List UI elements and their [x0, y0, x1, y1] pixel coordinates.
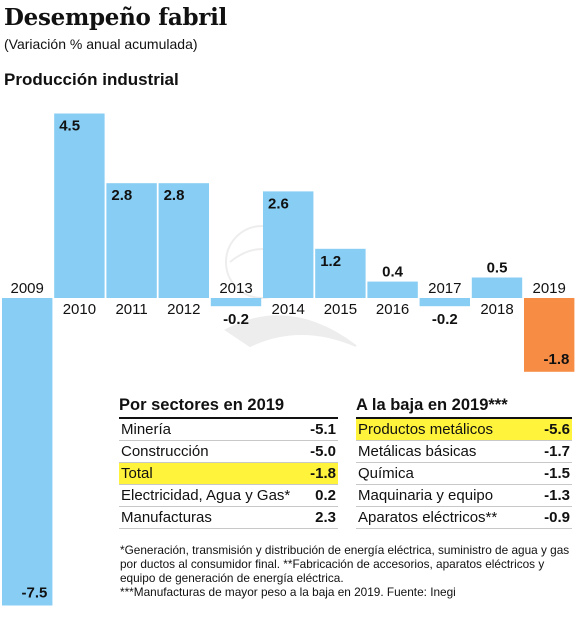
decline-row-value: -1.5: [544, 465, 570, 482]
decline-row-value: -1.3: [544, 487, 570, 504]
decline-row-value: -1.7: [544, 443, 570, 460]
decline-table: A la baja en 2019*** Productos metálicos…: [356, 393, 572, 529]
bar-2009: [2, 298, 53, 606]
sectors-row-label: Electricidad, Agua y Gas*: [121, 487, 291, 504]
decline-row-label: Química: [358, 465, 414, 482]
sectors-row: Total -1.8: [119, 463, 338, 485]
value-label: 0.4: [382, 264, 404, 281]
bar-2019: [524, 298, 575, 372]
sectors-row-value: -5.0: [310, 443, 336, 460]
bar-2017: [419, 298, 470, 307]
bar-2013: [210, 298, 262, 307]
bar-2018: [471, 277, 523, 298]
value-label: -7.5: [22, 585, 48, 602]
bar-2011: [106, 183, 157, 298]
value-label: 4.5: [59, 118, 80, 135]
footnote-source: ***Manufacturas de mayor peso a la baja …: [120, 585, 456, 599]
decline-row-label: Aparatos eléctricos**: [358, 509, 498, 526]
decline-row: Productos metálicos -5.6: [356, 419, 572, 441]
decline-row-label: Maquinaria y equipo: [358, 487, 494, 504]
sectors-row-value: -1.8: [310, 465, 336, 482]
year-label: 2009: [11, 280, 44, 297]
page-subtitle: (Variación % anual acumulada): [4, 36, 198, 52]
bar-2016: [367, 281, 418, 298]
footnote-definitions: *Generación, transmisión y distribución …: [120, 543, 570, 585]
sectors-table-title: Por sectores en 2019: [119, 393, 338, 419]
value-label: -1.8: [544, 351, 570, 368]
decline-row: Aparatos eléctricos** -0.9: [356, 507, 572, 529]
page-title: Desempeño fabril: [4, 4, 227, 31]
year-label: 2011: [115, 301, 147, 318]
chart-title: Producción industrial: [4, 70, 179, 89]
value-label: 2.8: [164, 187, 185, 204]
decline-row-label: Productos metálicos: [358, 421, 494, 438]
year-label: 2015: [324, 301, 357, 318]
decline-row-label: Metálicas básicas: [358, 443, 477, 460]
decline-row-value: -0.9: [544, 509, 570, 526]
sectors-row-value: 2.3: [315, 509, 336, 526]
value-label: -0.2: [223, 311, 249, 328]
sectors-row-label: Manufacturas: [121, 509, 212, 526]
sectors-row: Manufacturas 2.3: [119, 507, 338, 529]
year-label: 2019: [533, 280, 566, 297]
sectors-row: Electricidad, Agua y Gas* 0.2: [119, 485, 338, 507]
value-label: 1.2: [320, 253, 341, 270]
sectors-row-value: -5.1: [310, 421, 336, 438]
sectors-row-label: Construcción: [121, 443, 209, 460]
value-label: -0.2: [432, 311, 458, 328]
bar-2015: [315, 248, 366, 298]
decline-row: Maquinaria y equipo -1.3: [356, 485, 572, 507]
sectors-row: Minería -5.1: [119, 419, 338, 441]
value-label: 2.8: [111, 187, 132, 204]
value-label: 0.5: [487, 260, 508, 277]
value-label: 2.6: [268, 195, 289, 212]
decline-row-value: -5.6: [544, 421, 570, 438]
footnotes: *Generación, transmisión y distribución …: [120, 543, 572, 599]
year-label: 2013: [219, 280, 252, 297]
bar-2014: [263, 191, 314, 298]
year-label: 2014: [272, 301, 305, 318]
sectors-row-label: Minería: [121, 421, 172, 438]
year-label: 2012: [167, 301, 200, 318]
sectors-row-value: 0.2: [315, 487, 336, 504]
year-label: 2010: [63, 301, 96, 318]
year-label: 2017: [428, 280, 461, 297]
year-label: 2016: [376, 301, 409, 318]
bar-2010: [54, 113, 105, 298]
bar-2012: [158, 183, 209, 298]
decline-row: Química -1.5: [356, 463, 572, 485]
decline-table-title: A la baja en 2019***: [356, 393, 572, 419]
sectors-row-label: Total: [121, 465, 153, 482]
decline-row: Metálicas básicas -1.7: [356, 441, 572, 463]
year-label: 2018: [480, 301, 513, 318]
sectors-table: Por sectores en 2019 Minería -5.1 Construc…: [119, 393, 338, 529]
sectors-row: Construcción -5.0: [119, 441, 338, 463]
